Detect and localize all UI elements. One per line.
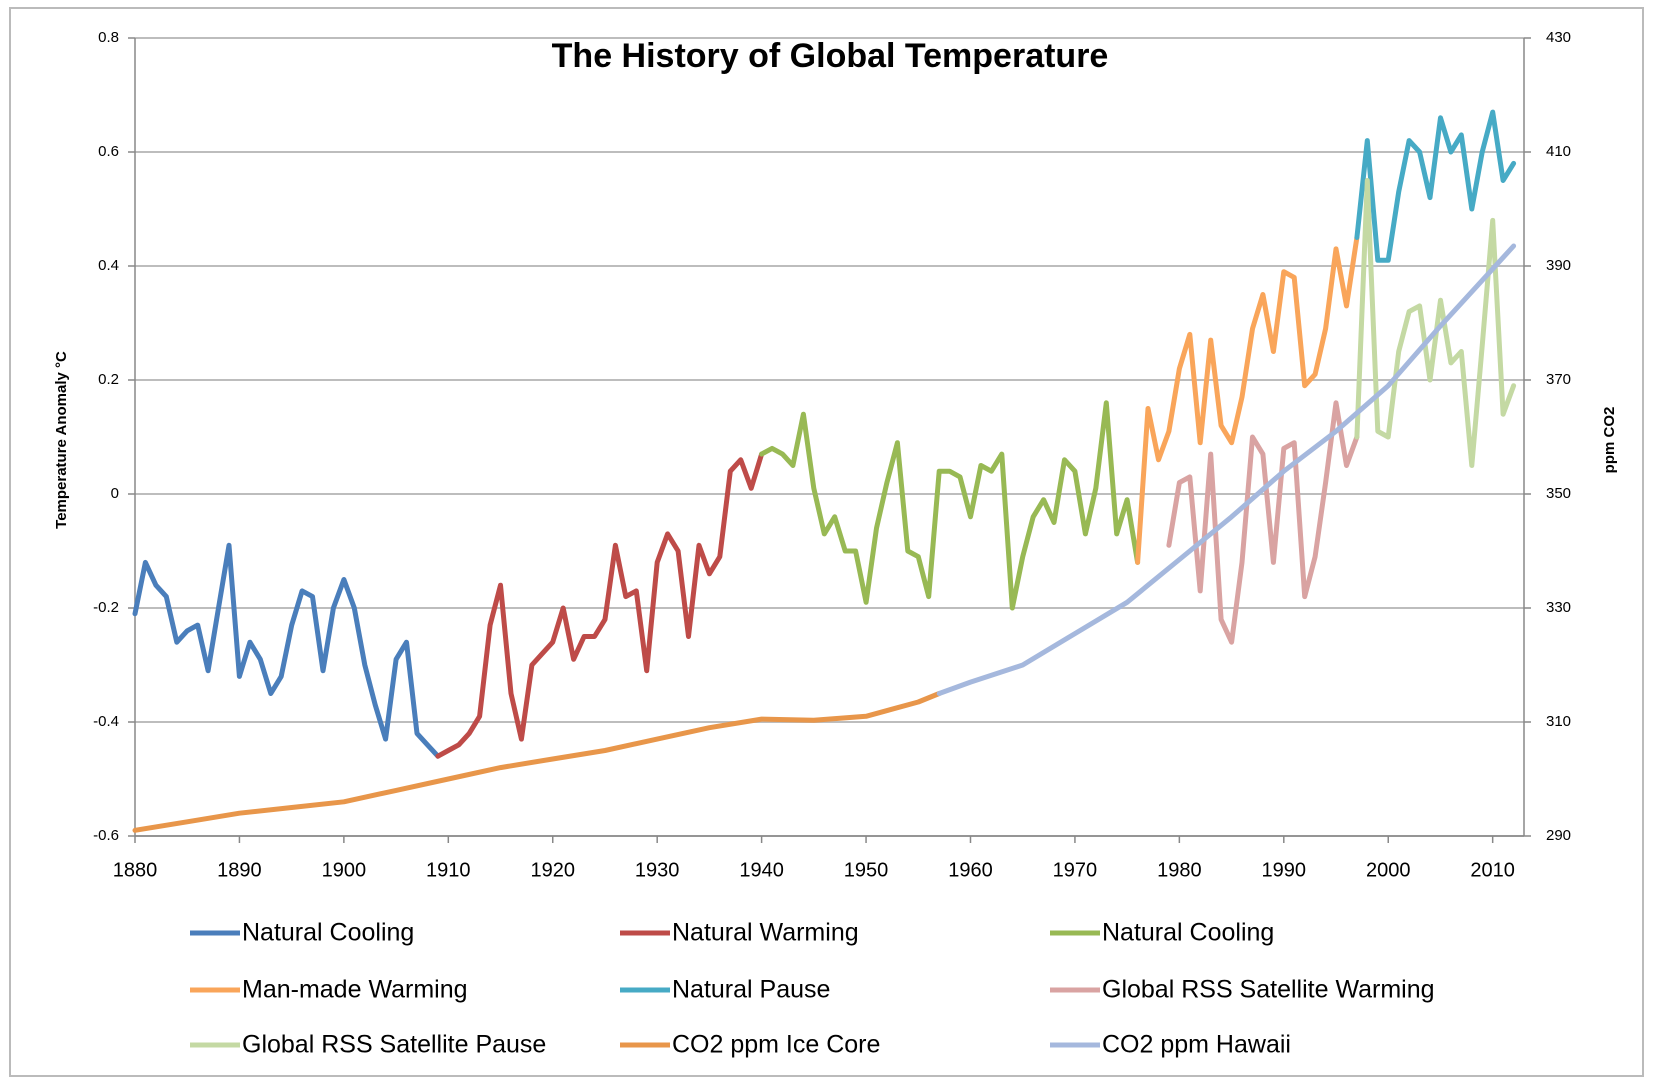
series-line [1354,178,1517,468]
x-tick-label: 1960 [948,859,993,881]
legend-label: Natural Cooling [1102,919,1274,947]
legend-label: CO2 ppm Ice Core [672,1031,880,1059]
legend-label: Global RSS Satellite Pause [242,1031,546,1059]
legend-label: Natural Cooling [242,919,414,947]
legend-label: Natural Pause [672,976,830,1004]
series-line [759,400,1141,611]
chart-title: The History of Global Temperature [552,37,1109,75]
legend-label: Global RSS Satellite Warming [1102,976,1435,1004]
y-tick-label: -0.6 [93,827,119,844]
x-tick-label: 2000 [1366,859,1411,881]
series-line [132,542,441,759]
x-tick-label: 1910 [426,859,471,881]
x-tick-label: 1900 [322,859,367,881]
y-tick-label: -0.4 [93,713,119,730]
x-tick-label: 1890 [217,859,262,881]
y2-tick-label: 430 [1546,29,1571,46]
y-tick-label: 0.4 [98,257,119,274]
x-tick-label: 2010 [1470,859,1515,881]
x-tick-label: 1880 [113,859,158,881]
y2-tick-label: 310 [1546,713,1571,730]
series-line [132,691,942,833]
y-tick-label: 0 [111,485,119,502]
series-line [435,451,765,759]
y2-tick-label: 350 [1546,485,1571,502]
series-line [1135,235,1360,565]
y2-tick-label: 330 [1546,599,1571,616]
legend-label: CO2 ppm Hawaii [1102,1031,1291,1059]
y2-tick-label: 370 [1546,371,1571,388]
series-line [1354,109,1517,263]
x-tick-label: 1940 [739,859,784,881]
x-tick-label: 1950 [844,859,889,881]
x-tick-label: 1970 [1053,859,1098,881]
series-line [936,243,1517,696]
y-tick-label: 0.2 [98,371,119,388]
x-tick-label: 1930 [635,859,680,881]
chart-frame [9,7,1644,1077]
y-tick-label: 0.8 [98,29,119,46]
x-tick-label: 1980 [1157,859,1202,881]
y2-axis-title: ppm CO2 [1601,407,1618,474]
y-axis-title: Temperature Anomaly °C [53,351,70,529]
series-line [1166,400,1360,645]
legend-label: Man-made Warming [242,976,468,1004]
y2-tick-label: 390 [1546,257,1571,274]
legend-label: Natural Warming [672,919,859,947]
y-tick-label: 0.6 [98,143,119,160]
y-tick-label: -0.2 [93,599,119,616]
y2-tick-label: 290 [1546,827,1571,844]
x-tick-label: 1920 [530,859,575,881]
y2-tick-label: 410 [1546,143,1571,160]
x-tick-label: 1990 [1262,859,1307,881]
